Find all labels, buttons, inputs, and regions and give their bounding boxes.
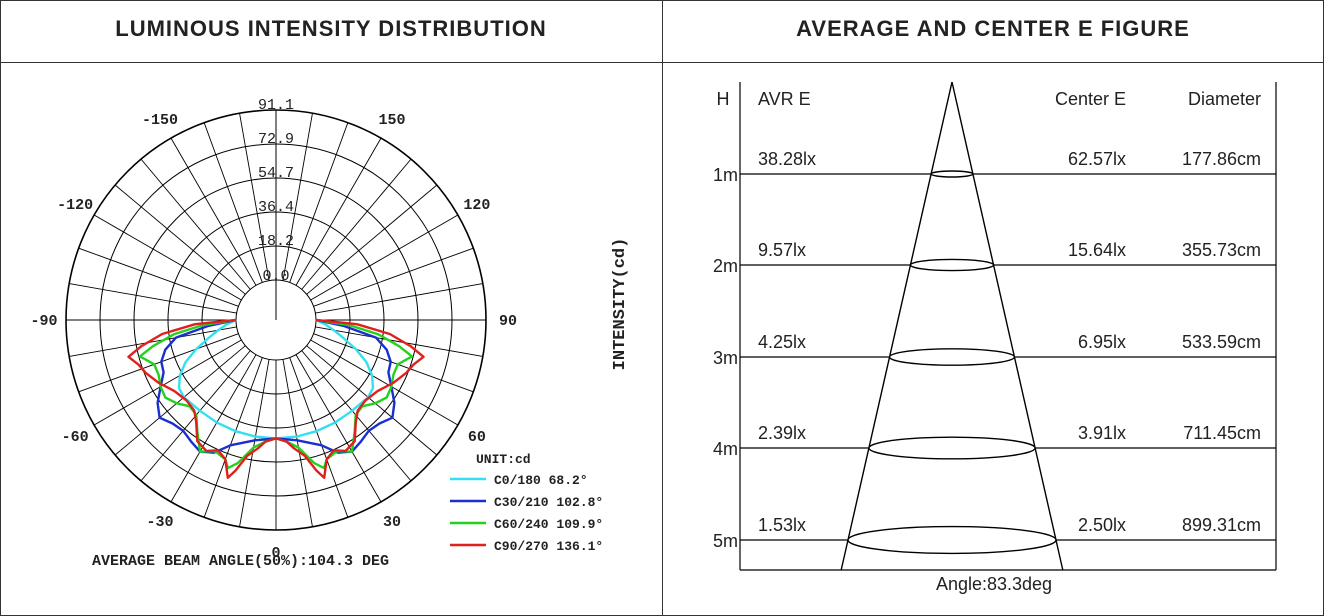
angle-label: 150 bbox=[378, 112, 405, 129]
cone-ellipse bbox=[868, 436, 1036, 460]
cone-left-edge bbox=[840, 81, 953, 571]
height-label: 3m bbox=[713, 348, 738, 368]
diameter-value: 177.86cm bbox=[1182, 149, 1261, 169]
radial-tick-label: 91.1 bbox=[258, 97, 294, 114]
polar-spoke bbox=[310, 214, 459, 301]
center-e-value: 2.50lx bbox=[1078, 515, 1126, 535]
angle-label: -90 bbox=[30, 313, 57, 330]
series-curve-3 bbox=[127, 318, 425, 479]
polar-spoke bbox=[93, 214, 242, 301]
polar-spoke bbox=[140, 158, 251, 290]
radial-tick-label: 54.7 bbox=[258, 165, 294, 182]
height-label: 5m bbox=[713, 531, 738, 551]
polar-spoke bbox=[295, 137, 382, 286]
cone-ellipse bbox=[909, 258, 995, 272]
angle-label: -30 bbox=[146, 514, 173, 531]
center-e-value: 62.57lx bbox=[1068, 149, 1126, 169]
radial-tick-label: 0.0 bbox=[262, 268, 289, 285]
diameter-value: 711.45cm bbox=[1183, 423, 1261, 443]
polar-spoke bbox=[69, 326, 237, 357]
diameter-value: 533.59cm bbox=[1182, 332, 1261, 352]
panel-divider bbox=[662, 0, 663, 616]
radial-tick-label: 36.4 bbox=[258, 199, 294, 216]
angle-label: -120 bbox=[57, 197, 93, 214]
legend-entry-1: C30/210 102.8° bbox=[494, 495, 603, 510]
center-e-value: 6.95lx bbox=[1078, 332, 1126, 352]
polar-spoke bbox=[114, 184, 246, 295]
polar-spoke bbox=[78, 333, 239, 393]
column-header: AVR E bbox=[758, 89, 811, 109]
avr-e-value: 4.25lx bbox=[758, 332, 806, 352]
illuminance-panel-title: AVERAGE AND CENTER E FIGURE bbox=[796, 16, 1190, 41]
radial-tick-label: 18.2 bbox=[258, 233, 294, 250]
avr-e-value: 2.39lx bbox=[758, 423, 806, 443]
polar-spoke bbox=[78, 247, 239, 307]
center-e-value: 15.64lx bbox=[1068, 240, 1126, 260]
polar-spoke bbox=[69, 283, 237, 314]
column-header: Center E bbox=[1055, 89, 1126, 109]
beam-angle-footer: AVERAGE BEAM ANGLE(50%):104.3 DEG bbox=[92, 553, 389, 570]
height-label: 4m bbox=[713, 439, 738, 459]
polar-spoke bbox=[315, 283, 483, 314]
cone-ellipse bbox=[847, 525, 1057, 555]
cone-right-edge bbox=[951, 81, 1064, 571]
polar-spoke bbox=[114, 345, 246, 456]
polar-spoke bbox=[313, 333, 474, 393]
column-header: Diameter bbox=[1188, 89, 1261, 109]
angle-label: 90 bbox=[499, 313, 517, 330]
height-label: 2m bbox=[713, 256, 738, 276]
diameter-value: 355.73cm bbox=[1182, 240, 1261, 260]
polar-spoke bbox=[306, 345, 438, 456]
avr-e-value: 1.53lx bbox=[758, 515, 806, 535]
avr-e-value: 38.28lx bbox=[758, 149, 816, 169]
radial-tick-label: 72.9 bbox=[258, 131, 294, 148]
polar-spoke bbox=[93, 339, 242, 426]
polar-spoke bbox=[306, 184, 438, 295]
avr-e-value: 9.57lx bbox=[758, 240, 806, 260]
cone-ellipse bbox=[888, 348, 1016, 366]
polar-spoke bbox=[239, 113, 270, 281]
illuminance-cone-chart: H AVR E Center E Diameter 1m 38.28lx 62.57lx 17… bbox=[713, 81, 1277, 594]
polar-spoke bbox=[203, 357, 263, 518]
angle-label: -60 bbox=[62, 429, 89, 446]
polar-spoke bbox=[203, 122, 263, 283]
unit-label: UNIT:cd bbox=[476, 452, 531, 467]
polar-spoke bbox=[315, 326, 483, 357]
legend-entry-0: C0/180 68.2° bbox=[494, 473, 588, 488]
polar-spoke bbox=[170, 137, 257, 286]
cone-ellipse bbox=[930, 170, 974, 178]
angle-label: 30 bbox=[383, 514, 401, 531]
polar-spoke bbox=[282, 113, 313, 281]
polar-spoke bbox=[289, 357, 349, 518]
angle-label: 0 bbox=[271, 545, 280, 562]
polar-spoke bbox=[301, 158, 412, 290]
polar-spoke bbox=[239, 359, 270, 527]
polar-spoke bbox=[295, 354, 382, 503]
polar-spoke bbox=[170, 354, 257, 503]
polar-chart: 0.0 18.2 36.4 54.7 72.9 91.1 -150 150 -120 120 -90… bbox=[30, 97, 630, 570]
polar-spoke bbox=[282, 359, 313, 527]
angle-label: 60 bbox=[468, 429, 486, 446]
column-header: H bbox=[717, 89, 730, 109]
legend-entry-2: C60/240 109.9° bbox=[494, 517, 603, 532]
polar-spoke bbox=[310, 339, 459, 426]
intensity-axis-label: INTENSITY(cd) bbox=[611, 238, 630, 371]
center-e-value: 3.91lx bbox=[1078, 423, 1126, 443]
angle-label: 120 bbox=[463, 197, 490, 214]
angle-label: -150 bbox=[142, 112, 178, 129]
polar-panel-title: LUMINOUS INTENSITY DISTRIBUTION bbox=[115, 16, 547, 41]
beam-angle-label: Angle:83.3deg bbox=[936, 574, 1052, 594]
height-label: 1m bbox=[713, 165, 738, 185]
legend-entry-3: C90/270 136.1° bbox=[494, 539, 603, 554]
diameter-value: 899.31cm bbox=[1182, 515, 1261, 535]
polar-spoke bbox=[289, 122, 349, 283]
polar-spoke bbox=[313, 247, 474, 307]
